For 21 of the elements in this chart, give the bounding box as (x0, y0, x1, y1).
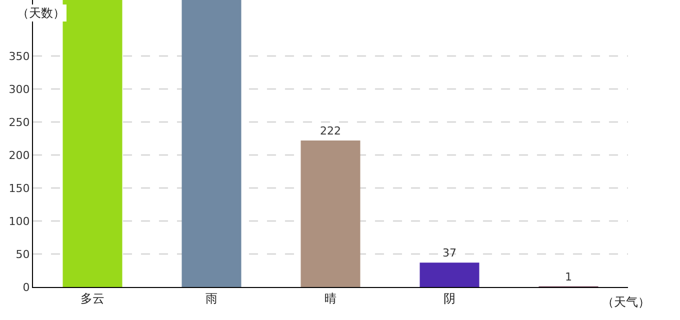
y-tick-label: 0 (22, 280, 30, 294)
data-label: 37 (442, 246, 456, 260)
y-tick-label: 100 (8, 214, 30, 228)
data-label: 222 (320, 124, 341, 138)
y-axis-title: （天数） (17, 6, 65, 20)
y-tick-label: 50 (16, 248, 30, 261)
bar (62, 0, 122, 287)
bar (420, 262, 480, 287)
y-tick-label: 200 (8, 148, 30, 162)
y-tick-label: 350 (8, 50, 30, 63)
data-label: 1 (565, 270, 572, 284)
bar (182, 0, 242, 287)
x-axis-title: （天气） (602, 295, 650, 309)
y-tick-label: 250 (8, 116, 30, 129)
x-tick-label: 多云 (80, 291, 104, 306)
y-tick-label: 150 (8, 182, 30, 195)
bar (300, 140, 360, 287)
y-tick-label: 300 (8, 82, 30, 96)
x-tick-label: 晴 (324, 291, 336, 306)
x-tick-label: 雨 (206, 291, 218, 306)
x-tick-label: 阴 (444, 291, 456, 306)
